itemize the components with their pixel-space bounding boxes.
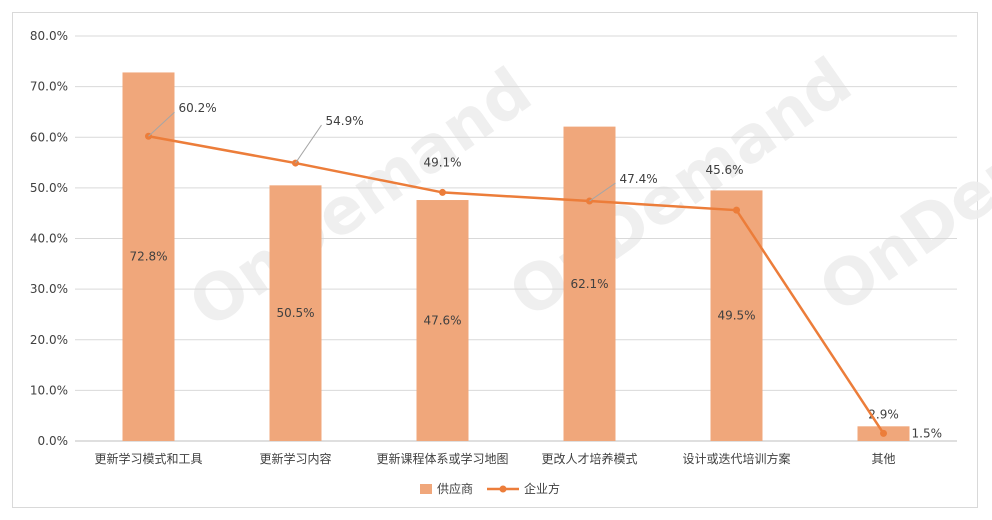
y-tick-label: 20.0% (30, 333, 68, 347)
line-path (148, 135, 885, 435)
legend-swatch-bar (420, 484, 432, 494)
line-data-label: 60.2% (179, 101, 217, 115)
line-data-label: 54.9% (326, 114, 364, 128)
x-category-label: 其他 (871, 452, 895, 466)
bar (269, 185, 322, 441)
bar (563, 126, 616, 442)
y-tick-label: 60.0% (30, 130, 68, 144)
bar-series: 72.8% 50.5% 47.6% 62.1% 49.5% 2.9% (122, 72, 910, 442)
bar-data-label: 2.9% (868, 407, 899, 421)
legend: 供应商 企业方 (420, 481, 560, 496)
x-axis: 更新学习模式和工具 更新学习内容 更新课程体系或学习地图 更改人才培养模式 设计或迭代培… (94, 451, 895, 466)
x-category-label: 设计或迭代培训方案 (682, 451, 790, 466)
y-tick-label: 50.0% (30, 181, 68, 195)
line-point (880, 429, 887, 437)
x-category-label: 更新课程体系或学习地图 (376, 451, 508, 466)
leader-line (148, 111, 175, 137)
y-tick-label: 30.0% (30, 282, 68, 296)
bar-data-label: 47.6% (423, 314, 461, 328)
y-tick-label: 70.0% (30, 80, 68, 94)
line-series: 60.2% 54.9% 49.1% 47.4% 45.6% 1.5% (145, 101, 942, 440)
x-category-label: 更改人才培养模式 (541, 451, 637, 466)
gridlines (75, 35, 957, 442)
line-data-label: 47.4% (620, 172, 658, 186)
bar-data-label: 62.1% (570, 277, 608, 291)
bar-data-label: 49.5% (717, 309, 755, 323)
y-tick-label: 40.0% (30, 232, 68, 246)
legend-label-bar: 供应商 (437, 481, 473, 496)
bar-data-label: 50.5% (276, 306, 314, 320)
bar (710, 190, 763, 441)
y-tick-label: 0.0% (38, 434, 69, 448)
svg-text:OnDemand: OnDemand (177, 54, 545, 343)
legend-marker-line (499, 485, 507, 493)
svg-text:OnDemand: OnDemand (497, 44, 865, 333)
line-point (439, 188, 446, 196)
legend-label-line: 企业方 (524, 481, 560, 496)
bar (416, 200, 469, 441)
x-category-label: 更新学习模式和工具 (94, 451, 202, 466)
bar-data-label: 72.8% (129, 250, 167, 264)
y-tick-label: 80.0% (30, 29, 68, 43)
line-data-label: 49.1% (423, 155, 461, 169)
line-data-label: 1.5% (912, 426, 943, 440)
line-point (733, 206, 740, 214)
x-category-label: 更新学习内容 (259, 451, 331, 466)
line-data-label: 45.6% (705, 163, 743, 177)
y-tick-label: 10.0% (30, 383, 68, 397)
leader-line (295, 124, 322, 164)
leader-line (589, 182, 616, 202)
y-axis: 0.0% 10.0% 20.0% 30.0% 40.0% 50.0% 60.0% 70.0% 8… (30, 29, 68, 448)
